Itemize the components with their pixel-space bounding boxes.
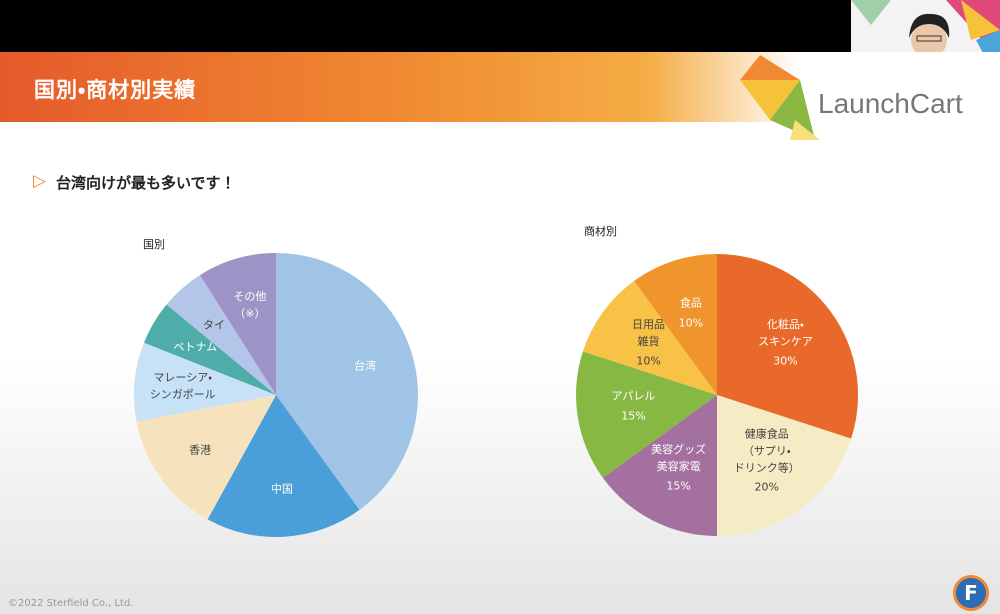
slice-label: 台湾 — [354, 359, 377, 373]
pie-slice — [576, 351, 717, 478]
value-label: 15% — [666, 479, 691, 493]
slice-label: その他 （※） — [233, 290, 267, 320]
slice-label: タイ — [203, 318, 226, 332]
value-label: 20% — [754, 480, 779, 494]
slide-subtitle: 台湾向けが最も多いです！ — [56, 174, 236, 192]
pie-slice — [143, 304, 276, 395]
slice-label: 美容グッズ 美容家電 — [651, 443, 707, 474]
slice-label: 健康食品 （サプリ・ ドリンク等） — [733, 427, 800, 475]
slice-label: 食品 — [679, 296, 702, 310]
pie-slice — [199, 253, 276, 395]
pie-slice — [582, 280, 717, 395]
slice-label: 日用品 雑貨 — [632, 318, 666, 349]
brand-logo: LaunchCart — [818, 88, 963, 119]
slice-label: 化粧品・ スキンケア — [758, 318, 813, 349]
pie-slice — [634, 254, 717, 395]
slice-label: 香港 — [189, 443, 212, 457]
logo-mark — [740, 55, 820, 140]
value-label: 15% — [621, 409, 646, 423]
chart-title: 商材別 — [584, 225, 617, 238]
bullet-icon: ▷ — [33, 171, 47, 191]
slice-label: アパレル — [611, 389, 656, 403]
slice-label: ベトナム — [173, 340, 218, 354]
pie-slice — [717, 254, 858, 439]
pie-slice — [276, 253, 418, 510]
slice-label: マレーシア・ シンガポール — [149, 371, 216, 402]
pie-slice — [602, 395, 717, 536]
pie-slice — [136, 395, 276, 520]
copyright: ©2022 Sterfield Co., Ltd. — [8, 598, 134, 609]
slide-title: 国別・商材別実績 — [34, 78, 197, 102]
header-band — [0, 52, 1000, 122]
top-bar — [0, 0, 1000, 52]
value-label: 10% — [636, 354, 661, 368]
pie-slice — [717, 395, 852, 536]
value-label: 30% — [773, 354, 798, 368]
app-badge[interactable]: F — [953, 575, 989, 611]
pie-slice — [166, 275, 276, 395]
slice-label: 中国 — [270, 482, 293, 496]
chart-title: 国別 — [143, 238, 165, 251]
value-label: 10% — [678, 316, 704, 330]
pie-slice — [134, 342, 276, 422]
pie-slice — [207, 395, 360, 537]
